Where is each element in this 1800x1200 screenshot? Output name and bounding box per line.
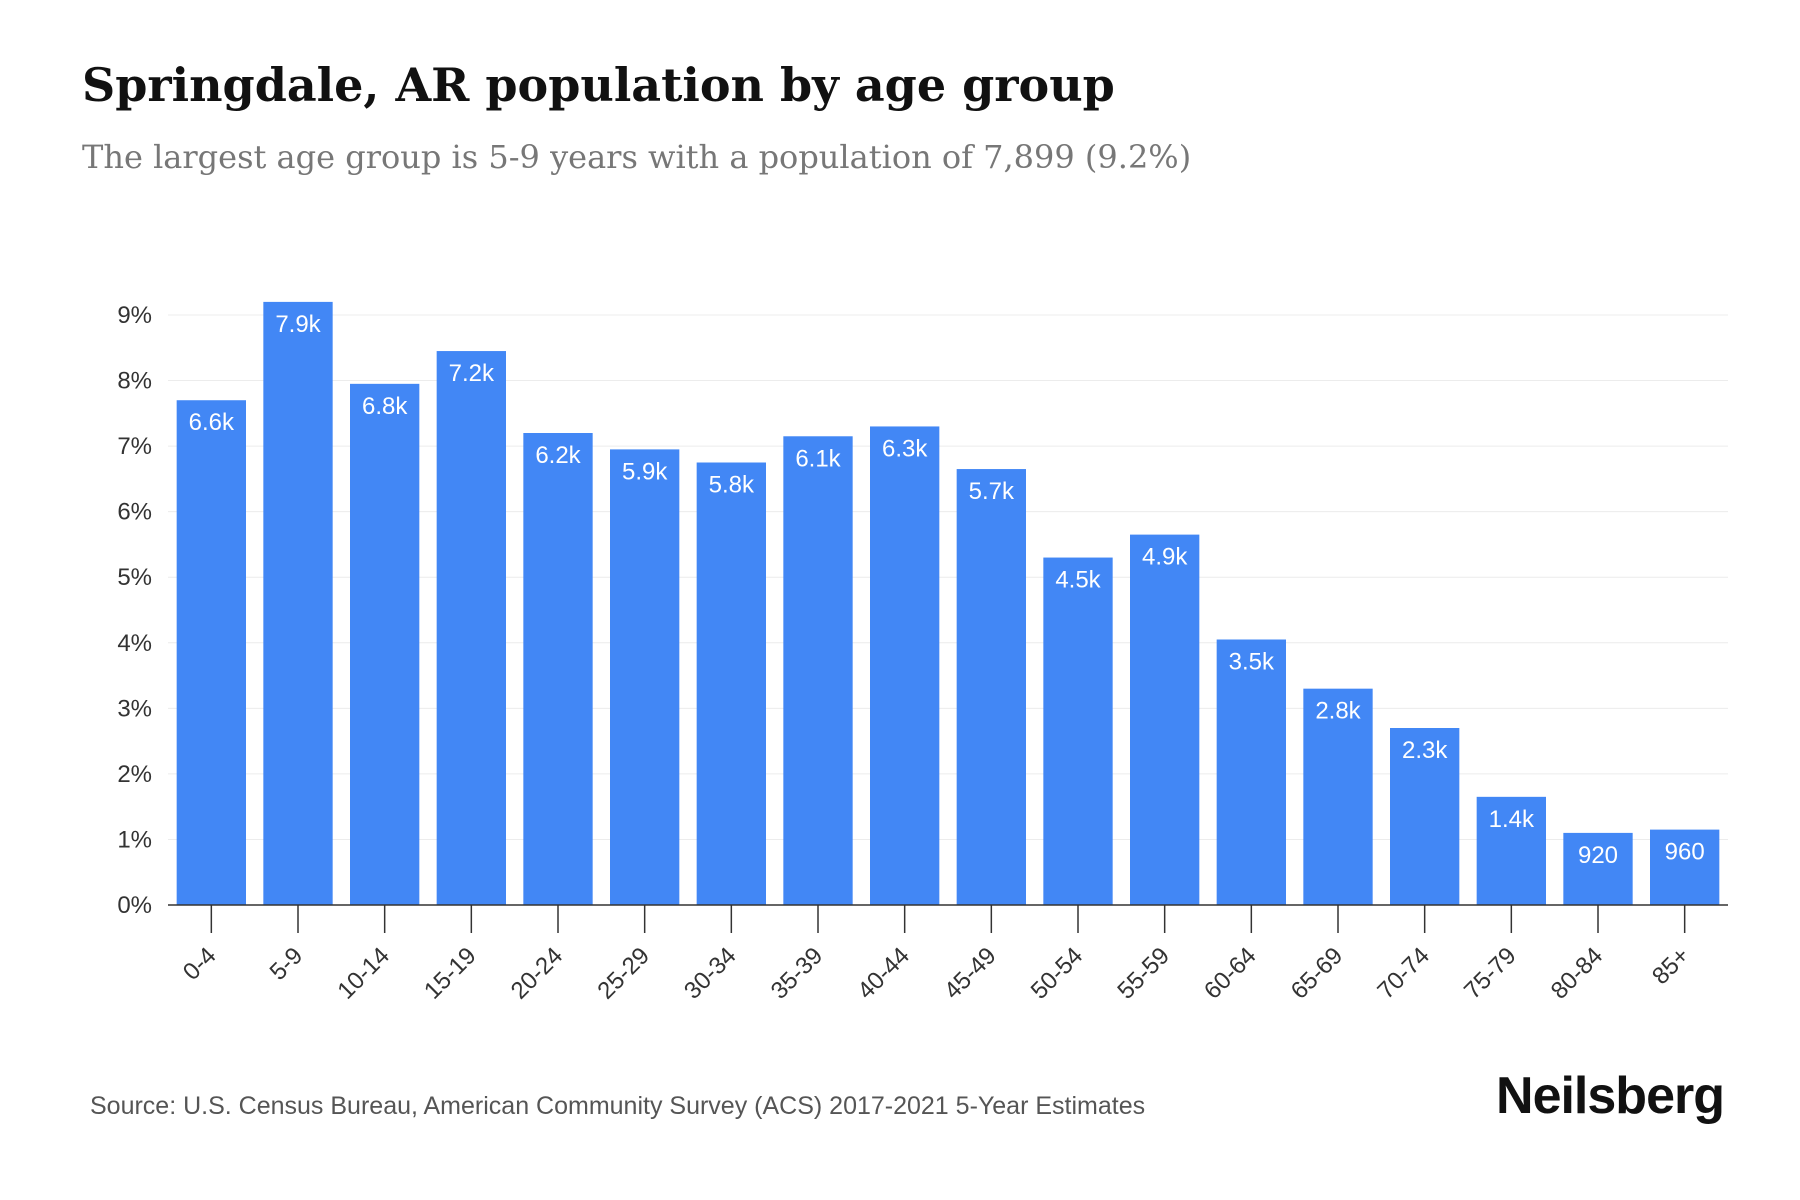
bar-value-label: 5.7k	[969, 478, 1015, 505]
y-tick-label: 7%	[117, 433, 152, 460]
bars: 6.6k 7.9k 6.8k 7.2k 6.2k 5.9k 5.8k 6.1k 6.3k 5.7k…	[176, 301, 1720, 905]
bar-value-label: 920	[1578, 842, 1618, 869]
x-tick-label: 25-29	[592, 942, 655, 1005]
bar-value-label: 6.8k	[362, 393, 408, 420]
bar-50-54	[1043, 557, 1113, 905]
bar-25-29	[610, 449, 680, 905]
x-tick-label: 50-54	[1026, 942, 1089, 1005]
bar-value-label: 4.9k	[1142, 544, 1188, 571]
source-note: Source: U.S. Census Bureau, American Com…	[90, 1092, 1146, 1120]
bar-value-label: 960	[1665, 839, 1705, 866]
bar-0-4	[176, 400, 246, 905]
y-tick-label: 0%	[117, 892, 152, 919]
bar-value-label: 6.3k	[882, 435, 928, 462]
x-tick-label: 75-79	[1459, 942, 1522, 1005]
bar-10-14	[350, 383, 420, 905]
bar-20-24	[523, 433, 593, 905]
bar-75-79	[1476, 796, 1546, 905]
x-tick-label: 80-84	[1546, 942, 1609, 1005]
x-tick-label: 10-14	[332, 942, 395, 1005]
x-tick-label: 45-49	[939, 942, 1002, 1005]
x-tick-label: 0-4	[178, 942, 222, 986]
y-tick-label: 4%	[117, 630, 152, 657]
bar-value-label: 2.8k	[1315, 698, 1361, 725]
bar-70-74	[1390, 728, 1460, 905]
y-tick-label: 6%	[117, 499, 152, 526]
brand-logo: Neilsberg	[1496, 1067, 1725, 1125]
bar-60-64	[1216, 639, 1286, 905]
x-axis-labels: 0-4 5-9 10-14 15-19 20-24 25-29 30-34 35-39 40-4…	[178, 942, 1695, 1005]
gridlines	[168, 314, 1728, 840]
bar-value-label: 6.2k	[535, 442, 581, 469]
bar-value-label: 5.8k	[709, 472, 755, 499]
y-tick-label: 3%	[117, 695, 152, 722]
y-tick-label: 8%	[117, 368, 152, 395]
x-tick-label: 30-34	[679, 942, 742, 1005]
y-tick-label: 1%	[117, 826, 152, 853]
bar-80-84	[1563, 832, 1633, 905]
bar-15-19	[436, 351, 506, 905]
x-tick-label: 55-59	[1112, 942, 1175, 1005]
y-axis-ticks: 0% 1% 2% 3% 4% 5% 6% 7% 8% 9%	[117, 302, 152, 919]
bar-value-label: 6.1k	[795, 445, 841, 472]
bar-35-39	[783, 436, 853, 905]
x-tick-label: 60-64	[1199, 942, 1262, 1005]
y-tick-label: 5%	[117, 564, 152, 591]
y-tick-label: 2%	[117, 761, 152, 788]
x-tick-label: 85+	[1647, 942, 1695, 990]
chart-title: Springdale, AR population by age group	[82, 58, 1115, 112]
chart-subtitle: The largest age group is 5-9 years with …	[82, 138, 1192, 176]
x-tick-label: 40-44	[852, 942, 915, 1005]
x-tick-label: 5-9	[265, 942, 309, 986]
bar-40-44	[870, 426, 940, 905]
x-tick-label: 35-39	[766, 942, 829, 1005]
x-tick-label: 70-74	[1372, 942, 1435, 1005]
x-tick-label: 65-69	[1286, 942, 1349, 1005]
bar-85+	[1650, 829, 1720, 905]
y-tick-label: 9%	[117, 302, 152, 329]
bar-45-49	[956, 469, 1026, 905]
bar-value-label: 1.4k	[1489, 806, 1535, 833]
bar-55-59	[1130, 534, 1200, 905]
bar-value-label: 3.5k	[1229, 649, 1275, 676]
bar-value-label: 7.9k	[275, 311, 321, 338]
bar-value-label: 5.9k	[622, 458, 668, 485]
bar-value-label: 2.3k	[1402, 737, 1448, 764]
x-axis	[168, 904, 1728, 933]
bar-30-34	[696, 462, 766, 905]
bar-value-label: 4.5k	[1055, 567, 1101, 594]
bar-value-label: 6.6k	[189, 409, 235, 436]
x-tick-label: 15-19	[419, 942, 482, 1005]
bar-65-69	[1303, 688, 1373, 905]
bar-value-label: 7.2k	[449, 360, 495, 387]
x-tick-label: 20-24	[506, 942, 569, 1005]
bar-5-9	[263, 301, 333, 905]
